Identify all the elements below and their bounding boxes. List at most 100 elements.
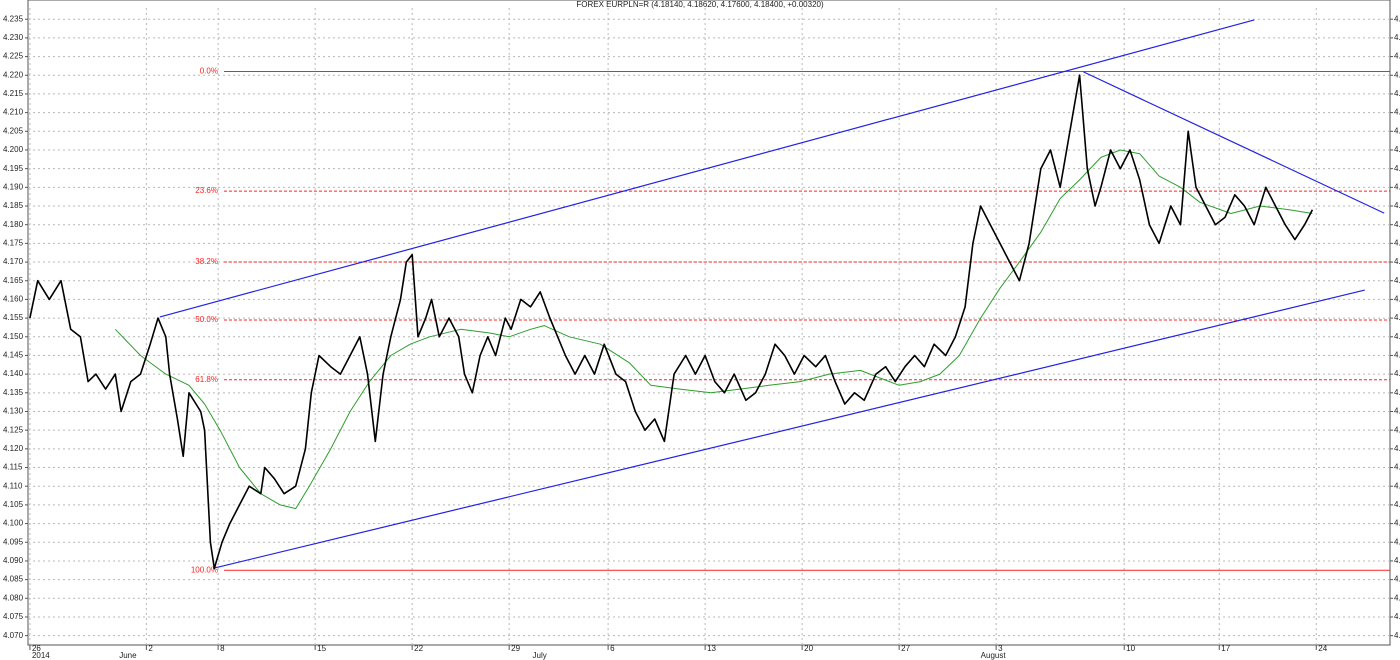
- x-tick-label: 27: [901, 644, 910, 653]
- y-tick-label: 4.080: [3, 593, 24, 602]
- x-tick-label: 29: [511, 644, 520, 653]
- y2-tick-label: 4.140: [1394, 369, 1400, 378]
- y-tick-label: 4.120: [3, 444, 24, 453]
- period-label: June: [119, 651, 137, 660]
- fib-label: 50.0%: [195, 315, 218, 324]
- y2-tick-label: 4.145: [1394, 351, 1400, 360]
- y-tick-label: 4.150: [3, 332, 24, 341]
- y2-tick-label: 4.135: [1394, 388, 1400, 397]
- period-label: August: [981, 651, 1007, 660]
- x-tick-label: 15: [317, 644, 326, 653]
- fib-label: 23.6%: [195, 186, 218, 195]
- y2-tick-label: 4.175: [1394, 238, 1400, 247]
- y-tick-label: 4.200: [3, 145, 24, 154]
- x-tick-label: 10: [1126, 644, 1135, 653]
- x-tick-label: 6: [610, 644, 615, 653]
- x-tick-label: 22: [414, 644, 423, 653]
- x-tick-label: 8: [220, 644, 225, 653]
- fib-label: 0.0%: [200, 67, 218, 76]
- y2-tick-label: 4.080: [1394, 593, 1400, 602]
- y2-tick-label: 4.185: [1394, 201, 1400, 210]
- plot-frame: [27, 0, 1391, 646]
- y2-tick-label: 4.230: [1394, 33, 1400, 42]
- x-tick-label: 3: [998, 644, 1003, 653]
- y-tick-label: 4.235: [3, 14, 24, 23]
- chart-title: FOREX EURPLN=R (4.18140, 4.18620, 4.1760…: [576, 0, 824, 9]
- y-tick-label: 4.070: [3, 631, 24, 640]
- y-tick-label: 4.110: [3, 481, 23, 490]
- y2-tick-label: 4.100: [1394, 519, 1400, 528]
- y2-tick-label: 4.210: [1394, 108, 1400, 117]
- x-tick-label: 13: [707, 644, 716, 653]
- period-label: 2014: [32, 651, 50, 660]
- y-tick-label: 4.100: [3, 519, 24, 528]
- y2-tick-label: 4.160: [1394, 295, 1400, 304]
- y-tick-label: 4.155: [3, 313, 24, 322]
- period-label: July: [533, 651, 547, 660]
- x-tick-label: 26: [32, 644, 41, 653]
- trend-line: [1083, 71, 1385, 214]
- trend-line: [159, 19, 1255, 318]
- y2-tick-label: 4.150: [1394, 332, 1400, 341]
- x-tick-label: 17: [1221, 644, 1230, 653]
- fib-label: 38.2%: [195, 257, 218, 266]
- y2-tick-label: 4.200: [1394, 145, 1400, 154]
- y-tick-label: 4.220: [3, 70, 24, 79]
- y-tick-label: 4.185: [3, 201, 24, 210]
- y2-tick-label: 4.165: [1394, 276, 1400, 285]
- y2-tick-label: 4.170: [1394, 257, 1400, 266]
- y-tick-label: 4.230: [3, 33, 24, 42]
- y-tick-label: 4.135: [3, 388, 24, 397]
- y-tick-label: 4.160: [3, 295, 24, 304]
- y-tick-label: 4.085: [3, 575, 24, 584]
- y2-tick-label: 4.115: [1394, 463, 1400, 472]
- y-tick-label: 4.210: [3, 108, 24, 117]
- y-tick-label: 4.205: [3, 126, 24, 135]
- y2-tick-label: 4.130: [1394, 407, 1400, 416]
- y2-tick-label: 4.235: [1394, 14, 1400, 23]
- fib-label: 100.0%: [191, 565, 218, 574]
- y2-tick-label: 4.220: [1394, 70, 1400, 79]
- y-tick-label: 4.175: [3, 238, 24, 247]
- y-tick-label: 4.225: [3, 52, 24, 61]
- y-tick-label: 4.075: [3, 612, 24, 621]
- y-tick-label: 4.145: [3, 351, 24, 360]
- trend-line: [214, 289, 1365, 569]
- y-tick-label: 4.115: [3, 463, 23, 472]
- y-tick-label: 4.195: [3, 164, 24, 173]
- y2-tick-label: 4.155: [1394, 313, 1400, 322]
- y-tick-label: 4.125: [3, 425, 24, 434]
- y-tick-label: 4.170: [3, 257, 24, 266]
- y-tick-label: 4.140: [3, 369, 24, 378]
- y2-tick-label: 4.180: [1394, 220, 1400, 229]
- x-tick-label: 24: [1318, 644, 1327, 653]
- y2-tick-label: 4.190: [1394, 182, 1400, 191]
- y2-tick-label: 4.110: [1394, 481, 1400, 490]
- y-tick-label: 4.090: [3, 556, 24, 565]
- y2-tick-label: 4.120: [1394, 444, 1400, 453]
- y-tick-label: 4.105: [3, 500, 24, 509]
- x-tick-label: 20: [804, 644, 813, 653]
- y-tick-label: 4.095: [3, 537, 24, 546]
- y2-tick-label: 4.125: [1394, 425, 1400, 434]
- y2-tick-label: 4.215: [1394, 89, 1400, 98]
- y-tick-label: 4.190: [3, 182, 24, 191]
- y-tick-label: 4.180: [3, 220, 24, 229]
- price-line: [29, 74, 1314, 570]
- y2-tick-label: 4.085: [1394, 575, 1400, 584]
- y2-tick-label: 4.225: [1394, 52, 1400, 61]
- y2-tick-label: 4.105: [1394, 500, 1400, 509]
- y-tick-label: 4.215: [3, 89, 24, 98]
- y2-tick-label: 4.095: [1394, 537, 1400, 546]
- y2-tick-label: 4.070: [1394, 631, 1400, 640]
- x-tick-label: 2: [148, 644, 153, 653]
- fib-label: 61.8%: [195, 375, 218, 384]
- y-tick-label: 4.165: [3, 276, 24, 285]
- moving-average: [114, 149, 1313, 510]
- y2-tick-label: 4.075: [1394, 612, 1400, 621]
- y2-tick-label: 4.195: [1394, 164, 1400, 173]
- y2-tick-label: 4.090: [1394, 556, 1400, 565]
- y-tick-label: 4.130: [3, 407, 24, 416]
